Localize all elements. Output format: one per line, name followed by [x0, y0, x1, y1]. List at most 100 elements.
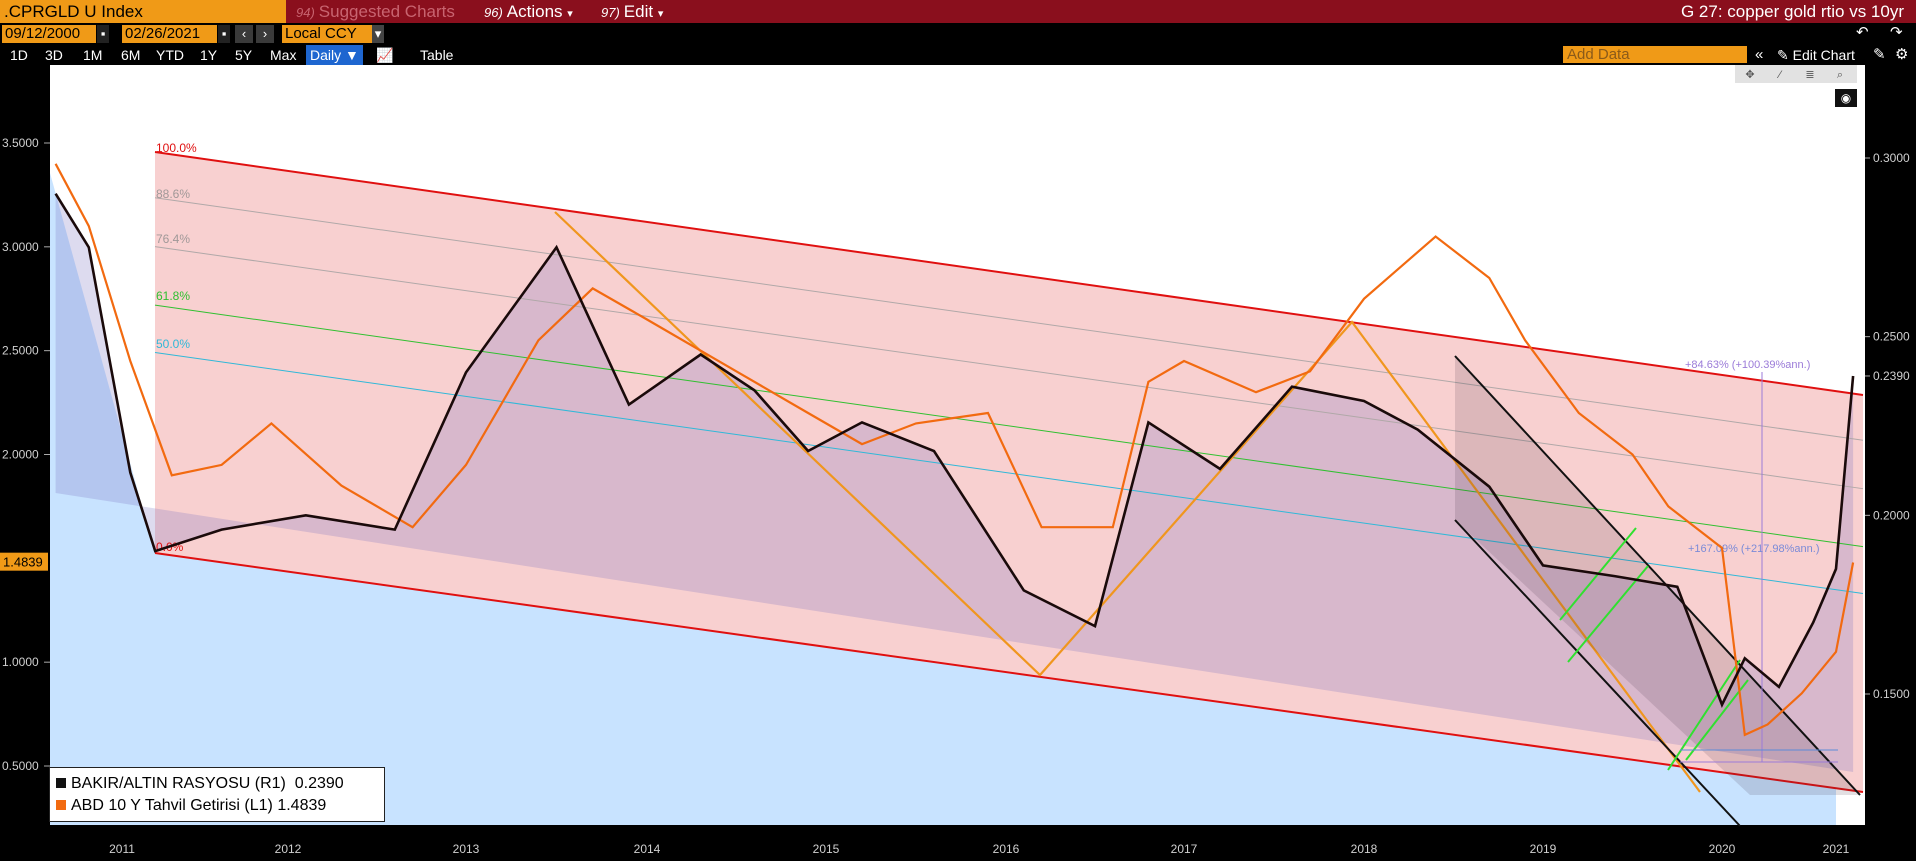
range-1d[interactable]: 1D — [10, 47, 28, 63]
fib-line-1 — [154, 246, 1864, 490]
date-row: 09/12/2000 ▪ 02/26/2021 ▪ ‹ › Local CCY … — [0, 23, 1916, 45]
next-arrow-icon[interactable]: › — [256, 25, 274, 43]
frequency-label: Daily — [310, 47, 342, 63]
legend-swatch-yield — [56, 800, 66, 810]
collapse-icon[interactable]: « — [1755, 46, 1764, 63]
pencil-icon: ✎ — [1777, 47, 1789, 63]
edit-num: 97) — [601, 5, 620, 20]
edit-chart-button[interactable]: ✎ Edit Chart — [1777, 45, 1855, 65]
legend-row-yield: ABD 10 Y Tahvil Getirisi (L1) 1.4839 — [56, 795, 378, 817]
x-tick-2011: 2011 — [109, 842, 135, 856]
actions-caret-icon: ▾ — [567, 8, 573, 20]
zoom-icon[interactable]: ⌕ — [1836, 69, 1844, 81]
chart-type-icon[interactable]: 📈 — [376, 47, 394, 63]
end-calendar-icon[interactable]: ▪ — [218, 25, 230, 43]
actions-menu[interactable]: 96) Actions ▾ — [484, 0, 573, 23]
fib-line-2 — [154, 304, 1864, 548]
suggested-label: Suggested Charts — [318, 2, 455, 21]
prev-arrow-icon[interactable]: ‹ — [235, 25, 253, 43]
chart-title: G 27: copper gold rtio vs 10yr — [1680, 2, 1904, 21]
x-tick-2018: 2018 — [1351, 842, 1378, 856]
record-icon[interactable]: ◉ — [1835, 89, 1857, 107]
fib-label: 100.0% — [156, 141, 197, 155]
series-ratio-line[interactable] — [54, 193, 1855, 708]
legend-row-ratio: BAKIR/ALTIN RASYOSU (R1) 0.2390 — [56, 773, 378, 795]
green-segment-1 — [1567, 565, 1649, 663]
inner-channel-bottom — [1454, 519, 1741, 827]
start-date-field[interactable]: 09/12/2000 — [2, 25, 96, 43]
inner-channel-top — [1454, 355, 1861, 796]
fib-label: 76.4% — [156, 232, 190, 246]
axis-ticks: 2011 2012 2013 2014 2015 2016 2017 2018 2019 2020… — [0, 136, 1910, 856]
left-tick: 2.0000 — [2, 448, 39, 462]
right-tick: 0.3000 — [1873, 151, 1910, 165]
legend: BAKIR/ALTIN RASYOSU (R1) 0.2390 ABD 10 Y… — [49, 767, 385, 822]
left-tick: 0.5000 — [2, 759, 39, 773]
frequency-select[interactable]: Daily ▼ — [306, 45, 363, 65]
x-tick-2015: 2015 — [813, 842, 840, 856]
range-1y[interactable]: 1Y — [200, 47, 218, 63]
green-segment-2 — [1667, 659, 1741, 771]
annotation-1: +84.63% (+100.39%ann.) — [1685, 359, 1810, 371]
edit-icon[interactable]: ✎ — [1873, 46, 1886, 63]
left-tick: 3.0000 — [2, 240, 39, 254]
range-row: 1D 3D 1M 6M YTD 1Y 5Y Max Daily ▼ 📈 Tabl… — [0, 45, 1916, 65]
x-tick-2017: 2017 — [1171, 842, 1198, 856]
fib-line-0 — [154, 197, 1864, 441]
actions-num: 96) — [484, 5, 503, 20]
right-tick: 0.1500 — [1873, 687, 1910, 701]
range-5y[interactable]: 5Y — [235, 47, 253, 63]
start-calendar-icon[interactable]: ▪ — [97, 25, 109, 43]
lower-area-fill — [50, 65, 1836, 825]
ticker-field[interactable]: .CPRGLD U Index — [0, 0, 286, 23]
left-tick: 1.0000 — [2, 655, 39, 669]
add-data-input[interactable]: Add Data — [1563, 46, 1747, 63]
x-tick-2013: 2013 — [453, 842, 480, 856]
fib-label: 88.6% — [156, 187, 190, 201]
suggested-num: 94) — [296, 5, 315, 20]
fib-line-3 — [154, 352, 1864, 594]
currency-select[interactable]: Local CCY — [282, 25, 372, 43]
notes-icon[interactable]: ≣ — [1805, 69, 1815, 81]
zigzag-line — [554, 211, 1701, 793]
range-6m[interactable]: 6M — [121, 47, 141, 63]
table-button[interactable]: Table — [420, 47, 454, 63]
end-date-field[interactable]: 02/26/2021 — [122, 25, 217, 43]
x-tick-2019: 2019 — [1530, 842, 1557, 856]
x-tick-2012: 2012 — [275, 842, 302, 856]
draw-icon[interactable]: ⁄ — [1779, 69, 1781, 81]
left-current-value: 1.4839 — [3, 555, 43, 570]
range-3d[interactable]: 3D — [45, 47, 63, 63]
redo-icon[interactable]: ↷ — [1890, 24, 1903, 41]
legend-swatch-ratio — [56, 778, 66, 788]
range-max[interactable]: Max — [270, 47, 297, 63]
left-tick: 2.5000 — [2, 344, 39, 358]
edit-label: Edit — [623, 2, 654, 21]
x-tick-2020: 2020 — [1709, 842, 1736, 856]
channel-bottom-line — [154, 552, 1864, 793]
range-1m[interactable]: 1M — [83, 47, 103, 63]
settings-gear-icon[interactable]: ⚙ — [1895, 46, 1909, 63]
suggested-charts-menu[interactable]: 94) Suggested Charts — [296, 0, 455, 23]
edit-menu[interactable]: 97) Edit ▾ — [601, 0, 663, 23]
undo-icon[interactable]: ↶ — [1856, 24, 1869, 41]
crosshair-icon[interactable]: ✥ — [1745, 69, 1755, 81]
currency-caret-icon[interactable]: ▾ — [372, 25, 384, 43]
range-ytd[interactable]: YTD — [156, 47, 184, 63]
right-tick: 0.2000 — [1873, 508, 1910, 522]
edit-caret-icon: ▾ — [657, 8, 664, 20]
x-tick-2021: 2021 — [1823, 842, 1850, 856]
x-tick-2016: 2016 — [993, 842, 1020, 856]
fib-label: 61.8% — [156, 289, 190, 303]
channel-fill — [155, 152, 1863, 792]
chart-area[interactable]: 100.0%88.6%76.4%61.8%50.0%0.0% +84.63% (… — [0, 65, 1916, 861]
channel-top-line — [154, 151, 1864, 396]
green-segment-3 — [1685, 679, 1749, 761]
annotation-2: +167.09% (+217.98%ann.) — [1688, 543, 1820, 555]
edit-chart-label: Edit Chart — [1792, 47, 1855, 63]
legend-label-yield: ABD 10 Y Tahvil Getirisi (L1) — [71, 797, 273, 814]
fib-label: 50.0% — [156, 337, 190, 351]
legend-label-ratio: BAKIR/ALTIN RASYOSU (R1) — [71, 775, 286, 792]
legend-value-ratio: 0.2390 — [294, 775, 344, 792]
series-yield-line[interactable] — [54, 163, 1855, 737]
